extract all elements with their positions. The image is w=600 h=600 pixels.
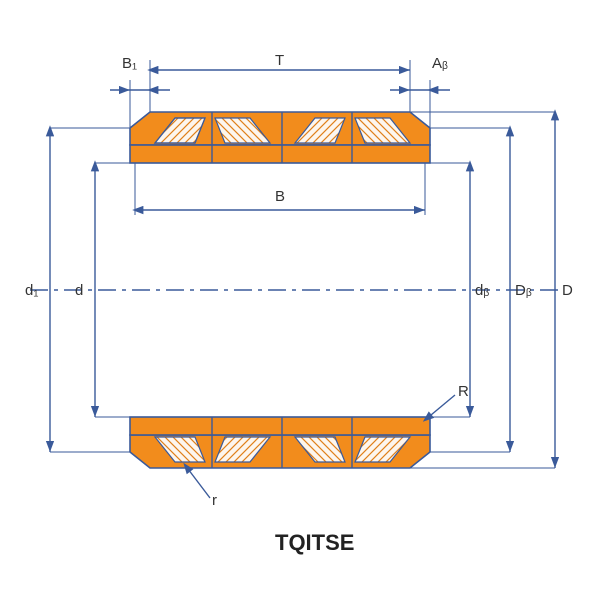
- label-Db: Dᵦ: [515, 282, 532, 299]
- label-d: d: [75, 282, 83, 299]
- bearing-diagram: [0, 0, 600, 600]
- label-r: r: [212, 492, 217, 509]
- label-db: dᵦ: [475, 282, 489, 299]
- label-T: T: [275, 52, 284, 69]
- label-D: D: [562, 282, 573, 299]
- label-R: R: [458, 383, 469, 400]
- label-B: B: [275, 188, 285, 205]
- label-B1: B₁: [122, 55, 137, 72]
- label-d1: d₁: [25, 282, 38, 299]
- label-Ab: Aᵦ: [432, 55, 448, 72]
- diagram-title: TQITSE: [275, 530, 354, 556]
